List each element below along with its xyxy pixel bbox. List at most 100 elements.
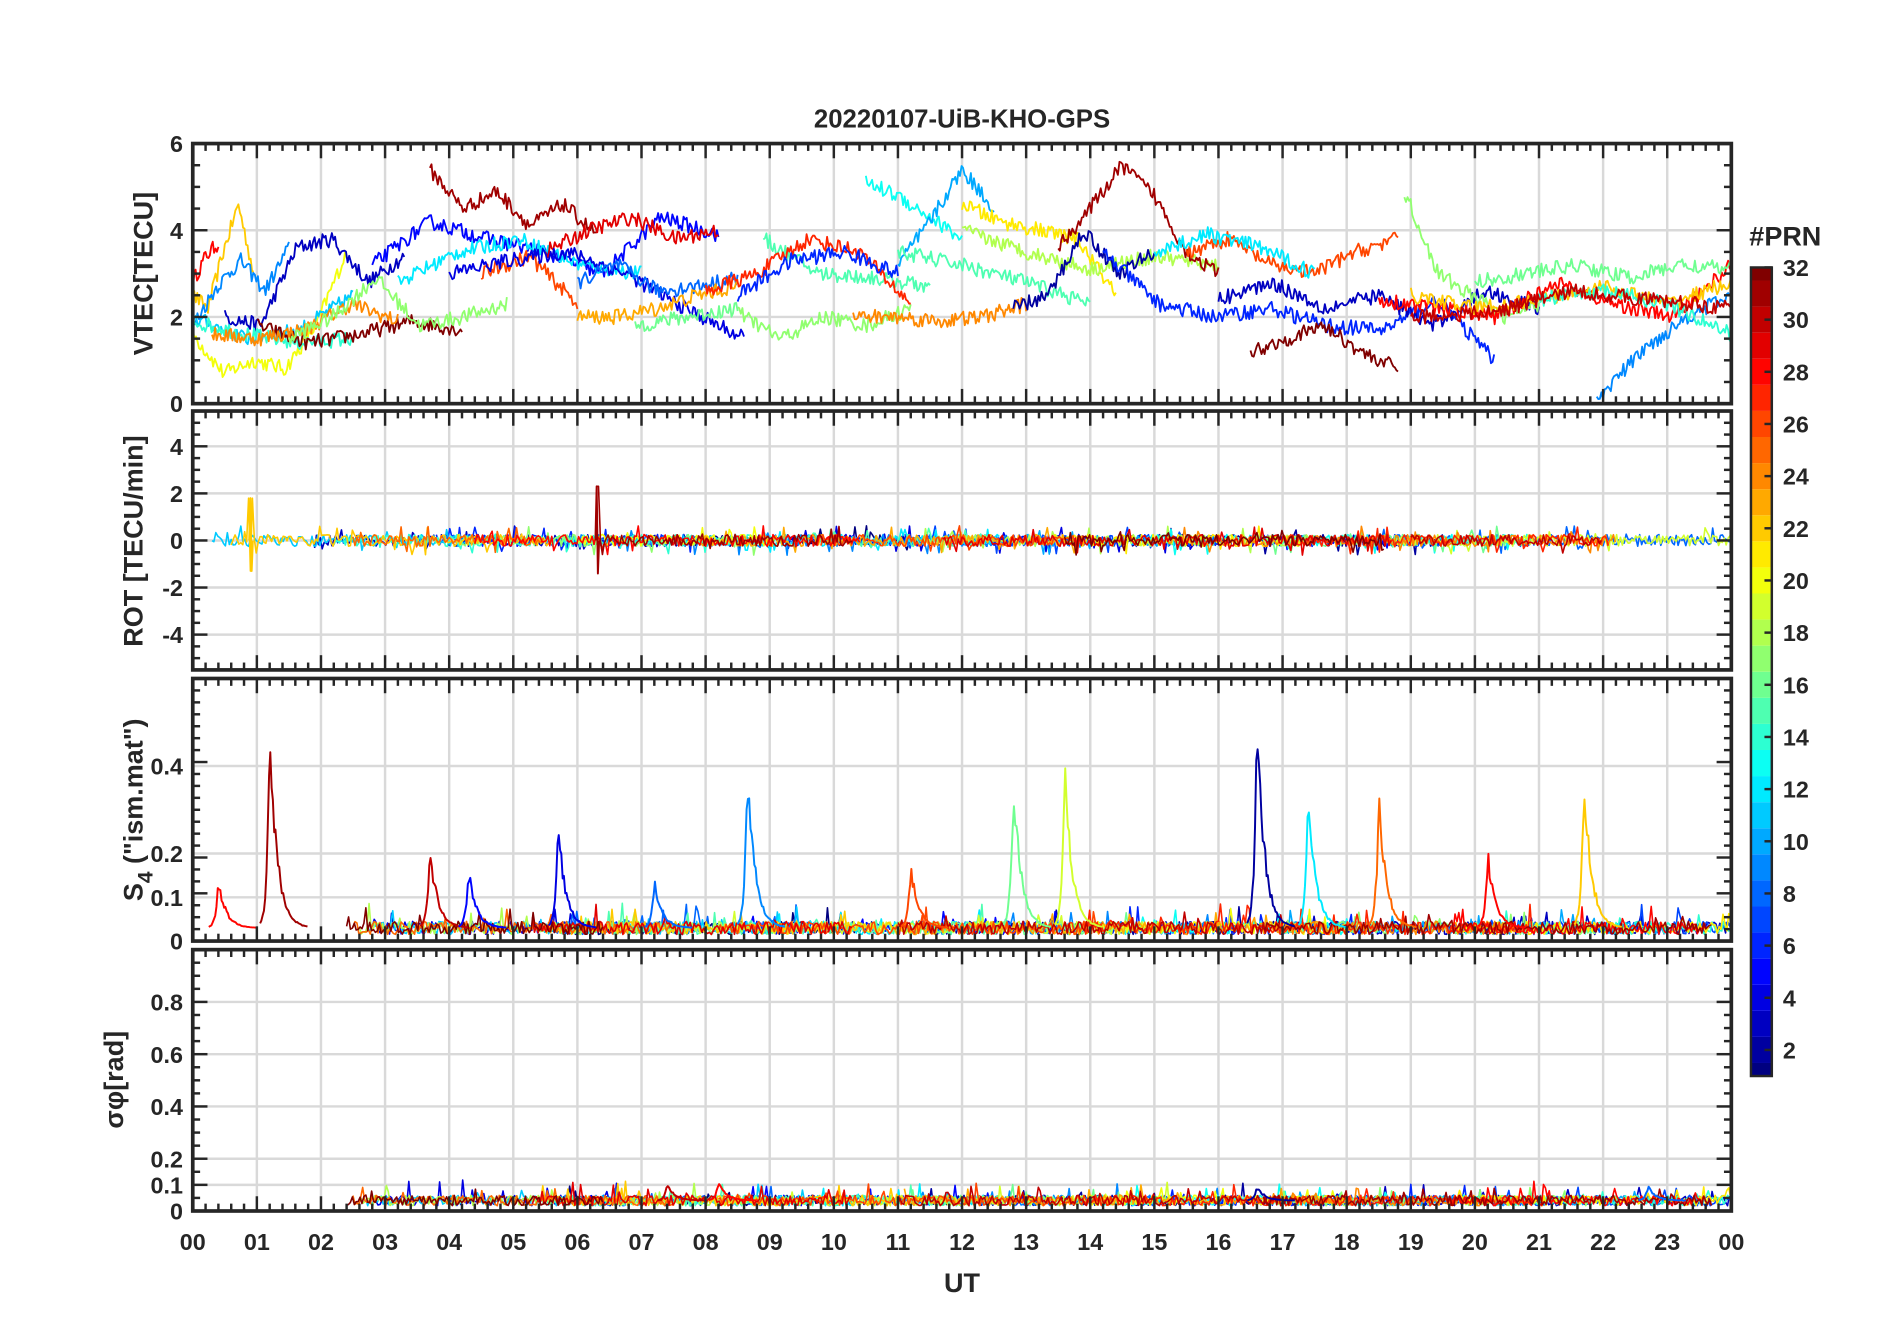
colorbar-segment	[1750, 828, 1772, 855]
series-prn-16	[634, 302, 739, 332]
colorbar-segment	[1750, 619, 1772, 646]
series-prn-26	[900, 867, 949, 929]
y-tick-label: 0.2	[151, 1146, 183, 1172]
axes-frame	[190, 947, 1734, 1213]
colorbar-segment	[1750, 958, 1772, 985]
x-tick-label: 16	[1206, 1229, 1232, 1255]
panel-vtec: 0 2 4 6	[170, 131, 1734, 417]
colorbar-segment	[1750, 463, 1772, 490]
series-prn-32	[346, 1188, 604, 1207]
series-prn-25	[352, 525, 545, 554]
colorbar-segment	[1750, 384, 1772, 411]
x-tick-label: 02	[308, 1229, 334, 1255]
series-prn-6	[736, 244, 899, 302]
colorbar-segment	[1750, 567, 1772, 594]
y-tick-label: 0.6	[151, 1042, 183, 1068]
colorbar-tick-label: 14	[1783, 725, 1809, 751]
colorbar-segment	[1750, 1036, 1772, 1063]
x-tick-label: 12	[949, 1229, 975, 1255]
x-tick-label: 15	[1141, 1229, 1167, 1255]
series-prn-29	[531, 1181, 853, 1207]
series-prn-8	[644, 880, 693, 929]
series-prn-12	[1297, 811, 1347, 928]
x-tick-label: 11	[886, 1229, 911, 1255]
series-prn-23	[576, 278, 739, 326]
series-prn-21	[961, 200, 1117, 297]
y-label-s4-sub: 4	[134, 871, 157, 883]
colorbar-segment	[1750, 776, 1772, 803]
colorbar-segment	[1750, 749, 1772, 777]
series-prn-30	[657, 1185, 705, 1202]
panel-s4: 0 0.1 0.2 0.4	[151, 676, 1734, 955]
series-group	[211, 485, 1731, 575]
y-tick-label: 4	[170, 218, 183, 244]
colorbar-tick-label: 18	[1783, 620, 1809, 646]
series-prn-9	[736, 797, 786, 928]
series-group	[208, 748, 1732, 936]
series-prn-2	[1012, 230, 1156, 311]
y-tick-label: 6	[170, 131, 183, 157]
series-group	[192, 160, 1732, 401]
y-tick-label: 2	[170, 481, 183, 507]
axes-frame	[190, 676, 1734, 943]
series-prn-3	[1217, 277, 1540, 332]
y-tick-label: 0.8	[151, 990, 183, 1016]
x-tick-label: 17	[1270, 1229, 1296, 1255]
panel-sigma: 00.10.2 0.4 0.6 0.8	[151, 947, 1734, 1225]
colorbar-tick-label: 8	[1783, 881, 1796, 907]
y-label-s4-rest: ("ism.mat")	[118, 718, 148, 871]
colorbar-tick-label: 22	[1783, 516, 1809, 542]
series-prn-6	[1102, 248, 1496, 365]
series-prn-2	[1246, 748, 1295, 928]
series-prn-28	[708, 1183, 757, 1202]
series-prn-31	[596, 485, 853, 556]
colorbar-tick-label: 28	[1783, 359, 1809, 385]
series-prn-31	[594, 485, 601, 575]
colorbar-segment	[1750, 802, 1772, 829]
series-prn-12	[397, 232, 642, 285]
y-tick-label: 0.4	[151, 754, 183, 780]
series-prn-8	[576, 258, 739, 298]
series-prn-16	[1474, 258, 1732, 289]
colorbar-segment	[1750, 671, 1772, 698]
series-prn-18	[961, 224, 1220, 277]
colorbar-tick-label: 16	[1783, 672, 1809, 698]
series-prn-27	[1288, 526, 1610, 555]
chart-title: 20220107-UiB-KHO-GPS	[814, 106, 1110, 134]
series-prn-29	[544, 212, 719, 259]
colorbar-segment	[1750, 697, 1772, 724]
colorbar-segment	[1750, 410, 1772, 438]
y-label-rot: ROT [TECU/min]	[118, 435, 148, 646]
series-prn-30	[1410, 283, 1732, 325]
colorbar-tick-label: 12	[1783, 777, 1809, 803]
y-tick-label: -4	[162, 622, 183, 648]
colorbar-tick-label: 2	[1783, 1038, 1796, 1064]
series-prn-32	[1063, 529, 1385, 556]
colorbar-segment	[1750, 358, 1772, 385]
x-tick-label: 18	[1334, 1229, 1360, 1255]
series-prn-17	[288, 275, 508, 345]
y-tick-label: 0	[170, 391, 183, 417]
series-prn-31	[1262, 913, 1712, 936]
colorbar-segment	[1750, 1062, 1772, 1077]
series-prn-27	[704, 233, 911, 305]
series-prn-25	[1368, 797, 1417, 929]
x-tick-label: 10	[821, 1229, 847, 1255]
series-prn-24	[852, 296, 1028, 329]
x-tick-label: 20	[1462, 1229, 1488, 1255]
series-prn-29	[531, 903, 853, 936]
colorbar-segment	[1750, 854, 1772, 881]
colorbar-segment	[1750, 541, 1772, 568]
x-tick-label: 06	[564, 1229, 590, 1255]
colorbar-segment	[1750, 332, 1772, 359]
y-tick-label: 0	[170, 929, 183, 955]
series-prn-5	[458, 876, 507, 929]
series-prn-30	[1410, 533, 1602, 554]
series-prn-28	[1477, 852, 1526, 929]
colorbar-tick-label: 30	[1783, 307, 1809, 333]
y-tick-label: 0.1	[151, 1172, 183, 1198]
colorbar-tick-label: 4	[1783, 985, 1796, 1011]
colorbar-segment	[1750, 306, 1772, 333]
y-label-sigma: σφ[rad]	[99, 1031, 129, 1129]
x-tick-label: 00	[1718, 1229, 1744, 1255]
